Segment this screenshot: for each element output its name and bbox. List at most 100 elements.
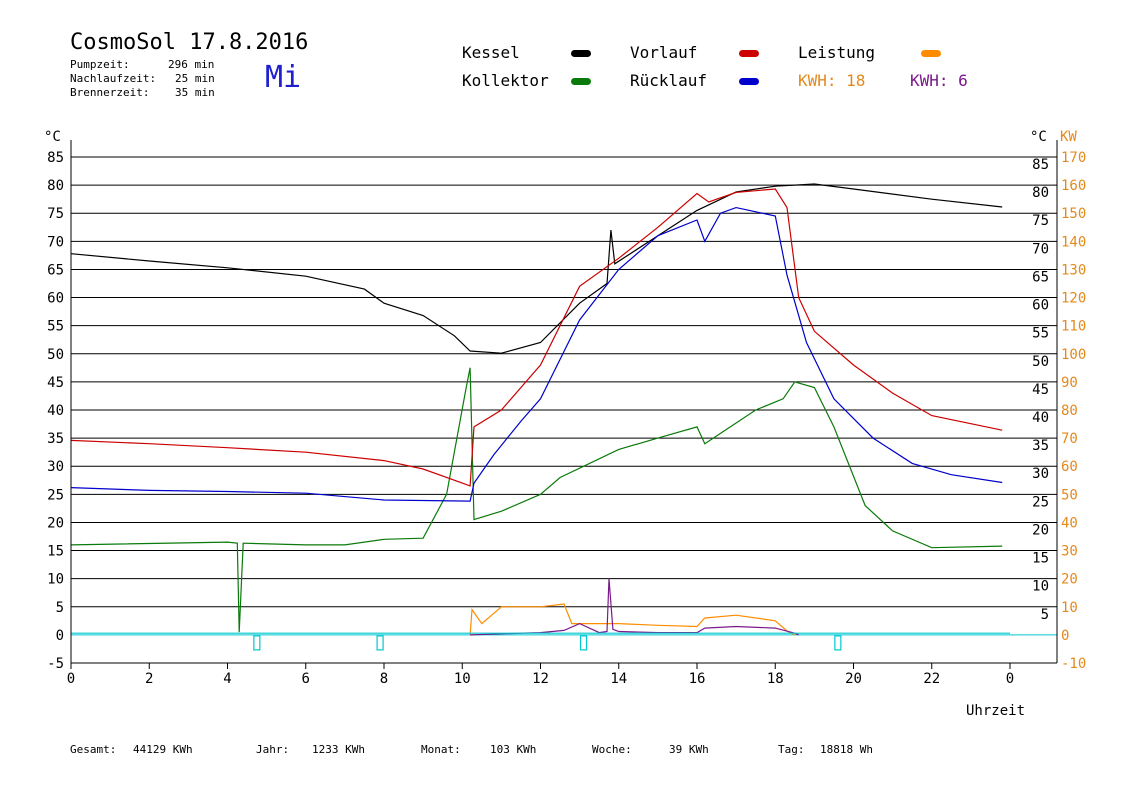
x-axis-label: Uhrzeit [966, 703, 1025, 719]
y-tick-label-left: 25 [47, 487, 64, 503]
x-tick-label: 0 [1006, 671, 1014, 687]
x-tick-label: 10 [454, 671, 471, 687]
series-line-vorlauf [70, 188, 1003, 487]
y-tick-label-kw: 0 [1061, 628, 1069, 644]
y-tick-label-left: 75 [47, 206, 64, 222]
y-tick-label-kw: 40 [1061, 515, 1078, 531]
y-tick-label-right: 30 [1032, 466, 1049, 482]
y-tick-label-left: 20 [47, 515, 64, 531]
y-tick-label-right: 80 [1032, 185, 1049, 201]
y-tick-label-right: 65 [1032, 269, 1049, 285]
weekday-label: Mi [265, 60, 302, 95]
y-tick-label-right: 25 [1032, 494, 1049, 510]
stat-gesamt-label: Gesamt: [70, 743, 117, 756]
y-tick-label-right: 50 [1032, 354, 1049, 370]
legend-leistung-label: Leistung [798, 43, 876, 62]
series-line-leistung [469, 603, 796, 636]
y-tick-label-kw: 10 [1061, 600, 1078, 616]
y-tick-label-left: 55 [47, 319, 64, 335]
y-tick-label-right: 20 [1032, 522, 1049, 538]
y-tick-label-left: 10 [47, 572, 64, 588]
y-tick-label-kw: 70 [1061, 431, 1078, 447]
y-tick-label-kw: 100 [1061, 347, 1086, 363]
y-tick-label-left: 40 [47, 403, 64, 419]
y-tick-label-right: 75 [1032, 213, 1049, 229]
legend-kessel-label: Kessel [462, 43, 520, 62]
y-tick-label-right: 70 [1032, 241, 1049, 257]
y-tick-label-kw: -10 [1061, 656, 1086, 672]
x-tick-label: 6 [302, 671, 310, 687]
x-tick-label: 22 [923, 671, 940, 687]
legend-kollektor-label: Kollektor [462, 71, 549, 90]
x-tick-label: 16 [689, 671, 706, 687]
pump-marker [834, 635, 842, 651]
y-tick-label-right: 5 [1041, 607, 1049, 623]
nachlauf-time-label: Nachlaufzeit: [70, 72, 157, 85]
y-axis-unit-kw: KW [1060, 129, 1077, 145]
legend-kessel-swatch [571, 50, 591, 57]
y-tick-label-left: 70 [47, 234, 64, 250]
brenner-time-label: Brennerzeit: [70, 86, 150, 99]
chart-labels: 0 2 4 6 8 10 12 14 16 18 20 22 085807570656055504540… [44, 129, 1086, 719]
nachlauf-time-value: 25 min [175, 72, 215, 85]
series-line-kessel [70, 183, 1003, 354]
y-tick-label-right: 85 [1032, 157, 1049, 173]
legend-kwh-secondary: KWH: 6 [910, 71, 968, 90]
pump-time-value: 296 min [168, 58, 215, 71]
y-tick-label-right: 10 [1032, 579, 1049, 595]
x-tick-label: 4 [223, 671, 231, 687]
pump-marker [253, 635, 261, 651]
y-tick-label-left: 60 [47, 291, 64, 307]
pump-time-label: Pumpzeit: [70, 58, 130, 71]
legend-kollektor-swatch [571, 78, 591, 85]
chart-title: CosmoSol 17.8.2016 [70, 30, 309, 55]
legend-leistung-swatch [921, 50, 941, 57]
stat-gesamt-value: 44129 KWh [133, 743, 193, 756]
y-tick-label-left: -5 [47, 656, 64, 672]
y-tick-label-kw: 140 [1061, 234, 1086, 250]
series-line-kwh-6 [470, 578, 799, 636]
y-tick-label-left: 50 [47, 347, 64, 363]
y-tick-label-kw: 20 [1061, 572, 1078, 588]
y-tick-label-left: 65 [47, 262, 64, 278]
y-tick-label-left: 85 [47, 150, 64, 166]
y-tick-label-left: 5 [56, 600, 64, 616]
x-tick-label: 0 [67, 671, 75, 687]
y-tick-label-left: 45 [47, 375, 64, 391]
legend-kwh-solar: KWH: 18 [798, 71, 866, 90]
x-tick-label: 18 [767, 671, 784, 687]
x-tick-label: 8 [380, 671, 388, 687]
y-tick-label-right: 15 [1032, 551, 1049, 567]
y-tick-label-right: 55 [1032, 326, 1049, 342]
y-tick-label-left: 35 [47, 431, 64, 447]
y-axis-unit-right: °C [1030, 129, 1047, 145]
y-tick-label-kw: 110 [1061, 319, 1086, 335]
stat-jahr-value: 1233 KWh [312, 743, 365, 756]
stat-monat-label: Monat: [421, 743, 461, 756]
x-tick-label: 12 [532, 671, 549, 687]
y-tick-label-left: 30 [47, 459, 64, 475]
y-tick-label-left: 0 [56, 628, 64, 644]
y-tick-label-kw: 30 [1061, 544, 1078, 560]
legend-ruecklauf-label: Rücklauf [630, 71, 708, 90]
x-tick-label: 14 [610, 671, 627, 687]
pump-marker [376, 635, 384, 651]
series-line-kollektor [70, 367, 1003, 633]
y-tick-label-kw: 60 [1061, 459, 1078, 475]
y-axis-unit-left: °C [44, 129, 61, 145]
y-tick-label-kw: 150 [1061, 206, 1086, 222]
y-tick-label-right: 35 [1032, 438, 1049, 454]
x-tick-label: 2 [145, 671, 153, 687]
y-tick-label-kw: 80 [1061, 403, 1078, 419]
y-tick-label-left: 80 [47, 178, 64, 194]
chart-axes [70, 140, 1058, 669]
y-tick-label-kw: 90 [1061, 375, 1078, 391]
y-tick-label-left: 15 [47, 544, 64, 560]
y-tick-label-kw: 130 [1061, 262, 1086, 278]
chart-series [70, 183, 1010, 651]
legend-vorlauf-label: Vorlauf [630, 43, 698, 62]
y-tick-label-right: 60 [1032, 298, 1049, 314]
legend-vorlauf-swatch [739, 50, 759, 57]
pump-marker [579, 635, 588, 651]
